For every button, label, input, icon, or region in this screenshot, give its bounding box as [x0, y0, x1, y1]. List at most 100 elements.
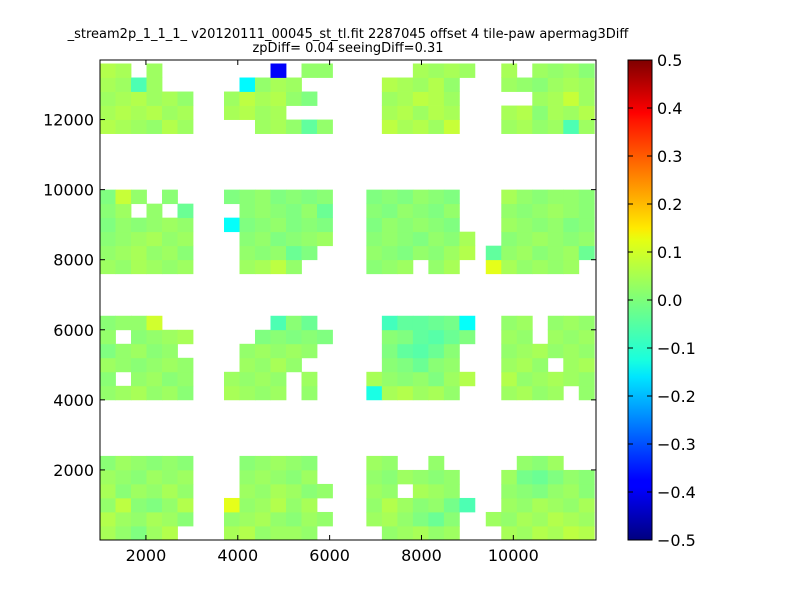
heatmap-cell — [563, 483, 580, 499]
heatmap-cell — [397, 203, 414, 219]
chart-title-line1: _stream2p_1_1_1_ v20120111_00045_st_tl.f… — [67, 27, 630, 42]
heatmap-cell — [516, 119, 533, 134]
heatmap-cell — [578, 343, 595, 359]
heatmap-cell — [397, 231, 414, 247]
heatmap-cell — [146, 119, 163, 134]
heatmap-cell — [381, 343, 398, 359]
colorbar-tick-label: −0.1 — [657, 339, 696, 358]
heatmap-cell — [547, 259, 564, 275]
heatmap-cell — [270, 329, 287, 345]
heatmap-cell — [532, 63, 549, 78]
heatmap-cell — [397, 259, 414, 275]
heatmap-cell — [270, 343, 287, 359]
heatmap-cell — [239, 231, 256, 247]
heatmap-cell — [239, 343, 256, 359]
heatmap-cell — [239, 483, 256, 499]
heatmap-cell — [547, 483, 564, 499]
heatmap-cell — [131, 357, 147, 373]
heatmap-cell — [239, 357, 256, 373]
heatmap-cell — [443, 525, 460, 541]
heatmap-cell — [100, 77, 116, 92]
heatmap-cell — [286, 119, 302, 134]
x-tick-label: 10000 — [488, 546, 539, 565]
heatmap-cell — [459, 63, 476, 78]
heatmap-cell — [286, 203, 302, 219]
heatmap-cell — [239, 217, 256, 233]
heatmap-cell — [286, 469, 302, 485]
heatmap-cell — [397, 315, 414, 331]
heatmap-cell — [578, 245, 595, 261]
heatmap-cell — [115, 91, 132, 106]
heatmap-cell — [286, 217, 302, 233]
heatmap-cell — [532, 231, 549, 247]
heatmap-cell — [146, 343, 163, 359]
heatmap-cell — [270, 231, 287, 247]
heatmap-cell — [286, 189, 302, 205]
heatmap-cell — [146, 259, 163, 275]
heatmap-cell — [532, 217, 549, 233]
heatmap-cell — [547, 469, 564, 485]
heatmap-cell — [516, 497, 533, 513]
colorbar-tick-label: −0.4 — [657, 483, 696, 502]
heatmap-cell — [146, 469, 163, 485]
heatmap-cell — [146, 357, 163, 373]
heatmap-cell — [547, 105, 564, 120]
heatmap-cell — [547, 77, 564, 92]
heatmap-cell — [100, 231, 116, 247]
y-tick-label: 6000 — [53, 321, 94, 340]
heatmap-cell — [459, 371, 476, 387]
heatmap-cell — [162, 371, 178, 387]
heatmap-cell — [255, 189, 271, 205]
heatmap-cell — [578, 91, 595, 106]
y-tick-label: 4000 — [53, 391, 94, 410]
heatmap-cell — [412, 357, 429, 373]
heatmap-cell — [224, 511, 240, 527]
heatmap-cell — [501, 525, 518, 541]
heatmap-cell — [224, 371, 240, 387]
heatmap-cell — [412, 77, 429, 92]
heatmap-cell — [146, 525, 163, 541]
heatmap-cell — [162, 483, 178, 499]
heatmap-cell — [100, 343, 116, 359]
heatmap-cell — [255, 483, 271, 499]
heatmap-cell — [100, 63, 116, 78]
heatmap-cell — [100, 329, 116, 345]
heatmap-cell — [115, 315, 132, 331]
heatmap-cell — [381, 217, 398, 233]
heatmap-cell — [532, 497, 549, 513]
heatmap-cell — [286, 259, 302, 275]
heatmap-cell — [428, 259, 445, 275]
heatmap-cell — [532, 469, 549, 485]
heatmap-cell — [100, 525, 116, 541]
heatmap-cell — [115, 385, 132, 401]
heatmap-cell — [131, 497, 147, 513]
heatmap-cell — [100, 511, 116, 527]
heatmap-cell — [428, 469, 445, 485]
heatmap-cell — [412, 315, 429, 331]
heatmap-cell — [547, 63, 564, 78]
heatmap-cell — [501, 511, 518, 527]
heatmap-cell — [162, 217, 178, 233]
heatmap-cell — [397, 119, 414, 134]
heatmap-cell — [428, 231, 445, 247]
heatmap-cell — [239, 203, 256, 219]
heatmap-cell — [381, 315, 398, 331]
heatmap-cell — [397, 77, 414, 92]
heatmap-cell — [381, 259, 398, 275]
heatmap-cell — [397, 469, 414, 485]
y-tick-label: 12000 — [43, 111, 94, 130]
heatmap-cell — [115, 189, 132, 205]
y-tick-label: 8000 — [53, 251, 94, 270]
heatmap-cell — [443, 469, 460, 485]
heatmap-cell — [146, 497, 163, 513]
heatmap-cell — [100, 203, 116, 219]
heatmap-cell — [397, 385, 414, 401]
colorbar-tick-label: −0.2 — [657, 387, 696, 406]
heatmap-cell — [146, 231, 163, 247]
heatmap-cell — [563, 469, 580, 485]
heatmap-cell — [428, 343, 445, 359]
heatmap-cell — [547, 231, 564, 247]
heatmap-cell — [239, 385, 256, 401]
heatmap-cell — [270, 497, 287, 513]
heatmap-cell — [381, 371, 398, 387]
